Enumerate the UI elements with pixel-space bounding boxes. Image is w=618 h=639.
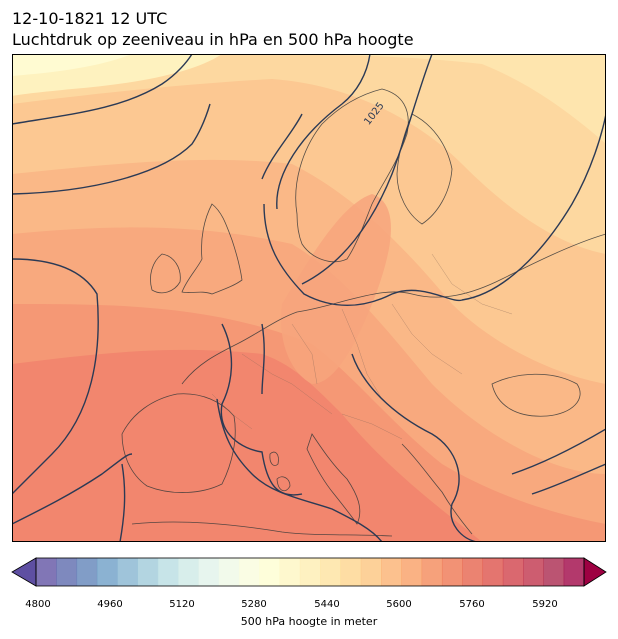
colorbar-tick: 4960 (97, 599, 123, 610)
colorbar-tick: 5440 (314, 599, 340, 610)
colorbar-swatch (421, 558, 443, 586)
colorbar (11, 557, 607, 587)
colorbar-swatch (96, 558, 118, 586)
isobars (12, 54, 606, 542)
colorbar-swatch (279, 558, 301, 586)
colorbar-swatch (320, 558, 341, 586)
colorbar-tick: 5600 (386, 599, 412, 610)
colorbar-swatch (137, 558, 159, 586)
colorbar-swatches (36, 558, 585, 586)
colorbar-extend-right (583, 557, 607, 587)
colorbar-swatch (76, 558, 98, 586)
height-field (12, 54, 606, 542)
weather-map: 1025 (12, 54, 606, 542)
colorbar-swatch (299, 558, 321, 586)
colorbar-swatch (381, 558, 402, 586)
colorbar-label: 500 hPa hoogte in meter (240, 615, 378, 628)
country-borders (211, 253, 513, 440)
colorbar-swatch (56, 558, 78, 586)
colorbar-swatch (178, 558, 199, 586)
colorbar-extend-left (11, 557, 37, 587)
colorbar-tick: 5120 (169, 599, 195, 610)
colorbar-swatch (157, 558, 179, 586)
colorbar-swatch (401, 558, 423, 586)
colorbar-tick: 4800 (25, 599, 51, 610)
colorbar-swatch (441, 558, 463, 586)
colorbar-swatch (462, 558, 484, 586)
colorbar-swatch (259, 558, 281, 586)
colorbar-tick: 5920 (532, 599, 558, 610)
colorbar-swatch (340, 558, 362, 586)
colorbar-swatch (198, 558, 220, 586)
colorbar-swatch (523, 558, 544, 586)
colorbar-swatch (482, 558, 504, 586)
colorbar-swatch (117, 558, 138, 586)
colorbar-swatch (502, 558, 524, 586)
colorbar-swatch (238, 558, 260, 586)
colorbar-tick: 5760 (459, 599, 485, 610)
colorbar-swatch (563, 558, 585, 586)
colorbar-swatch (543, 558, 565, 586)
colorbar-swatch (218, 558, 240, 586)
map-title: Luchtdruk op zeeniveau in hPa en 500 hPa… (12, 30, 414, 49)
colorbar-swatch (36, 558, 57, 586)
map-datetime: 12-10-1821 12 UTC (12, 9, 168, 28)
colorbar-swatch (360, 558, 382, 586)
colorbar-tick: 5280 (241, 599, 267, 610)
